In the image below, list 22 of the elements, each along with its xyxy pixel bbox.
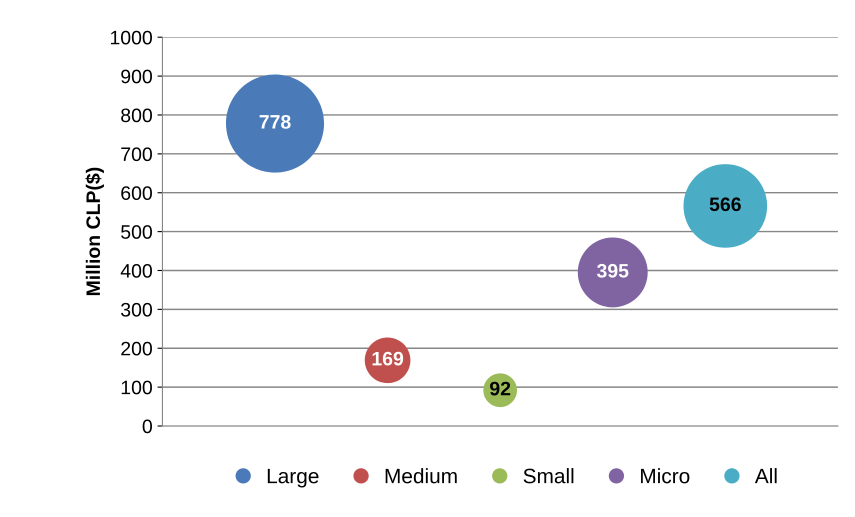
legend-label: All xyxy=(754,468,777,484)
legend-label: Small xyxy=(524,468,574,484)
y-tick-label: 500 xyxy=(121,225,152,239)
data-label: 169 xyxy=(372,352,404,366)
y-tick-label: 100 xyxy=(122,380,152,394)
legend-label: Micro xyxy=(641,468,690,484)
y-tick-label: 800 xyxy=(121,108,152,122)
y-axis-title: Million CLP($) xyxy=(85,168,104,296)
data-label: 395 xyxy=(596,264,628,278)
legend-label: Large xyxy=(268,468,318,488)
data-label: 778 xyxy=(260,114,291,129)
data-label: 92 xyxy=(490,382,510,396)
legend-label: Medium xyxy=(386,468,457,484)
y-tick-label: 200 xyxy=(121,342,152,356)
y-tick-label: 400 xyxy=(120,264,152,278)
y-tick-label: 600 xyxy=(121,186,152,200)
y-tick-label: 300 xyxy=(121,302,152,317)
y-tick-label: 0 xyxy=(142,419,152,434)
y-tick-label: 900 xyxy=(121,70,152,84)
data-label: 566 xyxy=(710,197,741,212)
y-tick-label: 1000 xyxy=(110,30,152,44)
y-tick-label: 700 xyxy=(121,147,152,162)
